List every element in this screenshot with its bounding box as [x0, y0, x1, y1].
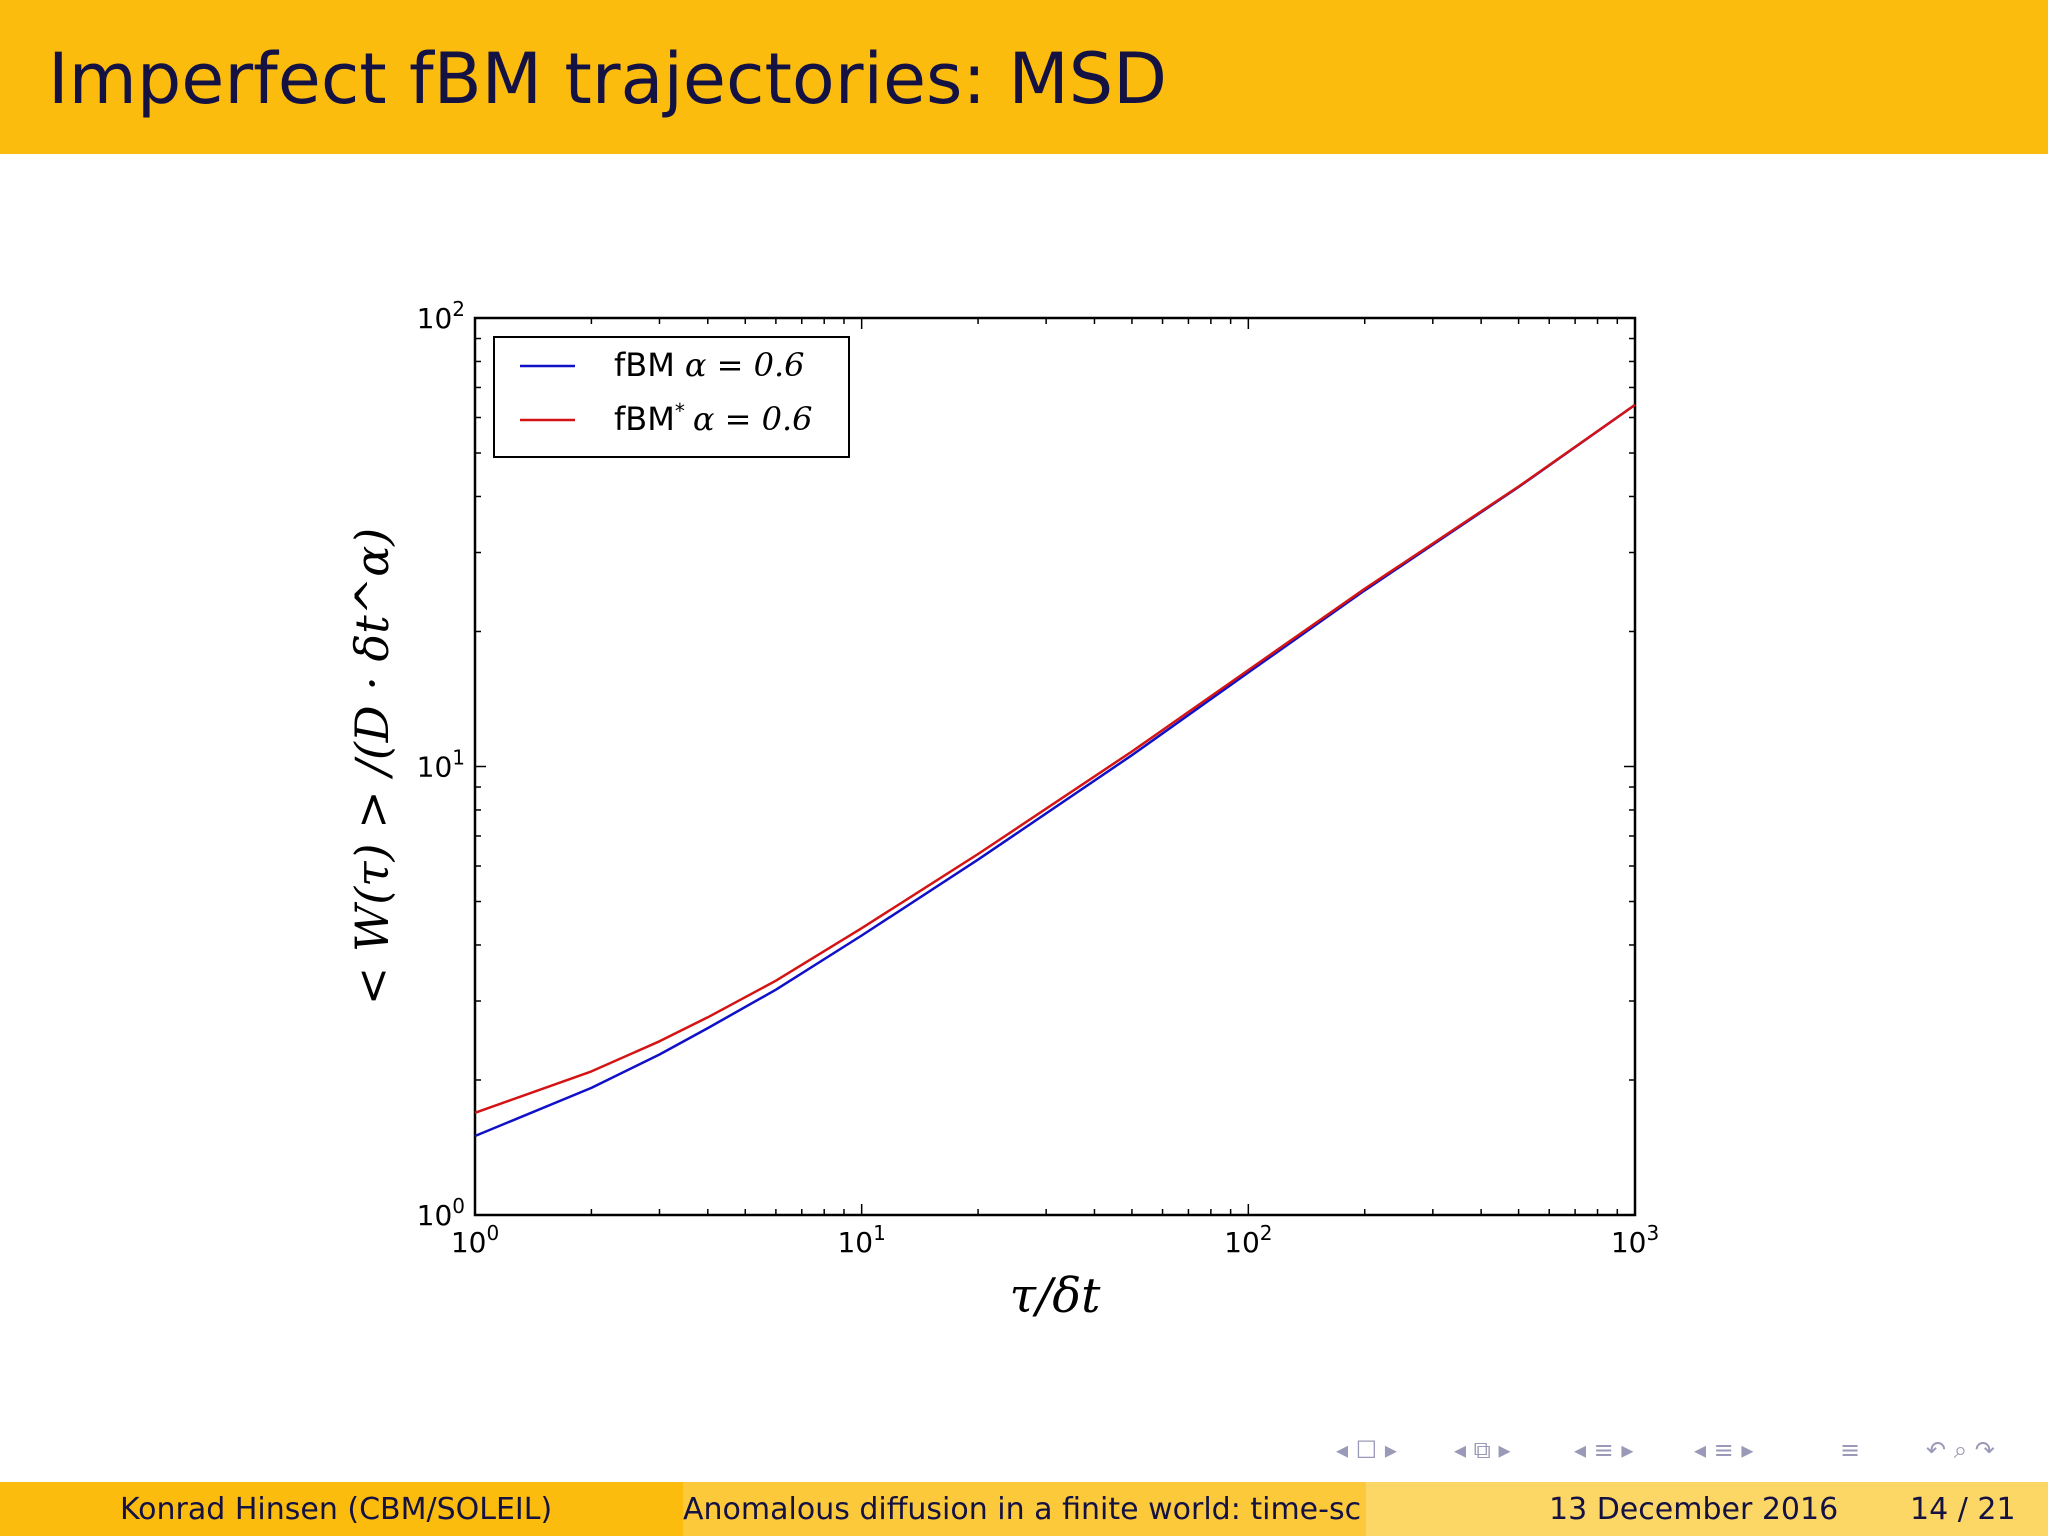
- title-bar: Imperfect fBM trajectories: MSD: [0, 0, 2048, 154]
- x-tick-label: 102: [1224, 1221, 1272, 1259]
- footer-author: Konrad Hinsen (CBM/SOLEIL): [120, 1492, 553, 1527]
- nav-section-icon[interactable]: ◂ ≡ ▸: [1694, 1436, 1754, 1464]
- footer-talk-title: Anomalous diffusion in a finite world: t…: [683, 1492, 1362, 1527]
- nav-prev-frame-icon[interactable]: ◂ ☐ ▸: [1336, 1436, 1397, 1464]
- x-tick-label: 103: [1611, 1221, 1659, 1259]
- legend-box: [493, 336, 850, 458]
- y-axis-label: < W(τ) > /(D · δt^α): [345, 528, 399, 1006]
- nav-search-icon[interactable]: ↶ ⌕ ↷: [1926, 1436, 1995, 1464]
- footer-page-number: 14 / 21: [1910, 1492, 2016, 1527]
- nav-prev-slide-icon[interactable]: ◂ ⧉ ▸: [1454, 1436, 1511, 1464]
- legend-label: fBM* α = 0.6: [614, 399, 812, 438]
- y-tick-label: 102: [417, 297, 465, 335]
- nav-subsection-icon[interactable]: ◂ ≡ ▸: [1574, 1436, 1634, 1464]
- plot-frame: [473, 316, 1637, 1217]
- navigation-bar: ◂ ☐ ▸ ◂ ⧉ ▸ ◂ ≡ ▸ ◂ ≡ ▸ ≡ ↶ ⌕ ↷: [1330, 1436, 2030, 1466]
- y-tick-label: 101: [417, 746, 465, 784]
- x-tick-label: 100: [451, 1221, 499, 1259]
- footer: Konrad Hinsen (CBM/SOLEIL) Anomalous dif…: [0, 1482, 2048, 1536]
- footer-date: 13 December 2016: [1549, 1492, 1839, 1527]
- legend-label: fBM α = 0.6: [614, 346, 804, 384]
- series-line-fbm-star: [474, 403, 1636, 1114]
- x-axis-label: τ/δt: [1010, 1268, 1102, 1324]
- footer-title-segment: Anomalous diffusion in a finite world: t…: [683, 1482, 1366, 1536]
- slide-title: Imperfect fBM trajectories: MSD: [48, 38, 1168, 120]
- footer-author-segment: Konrad Hinsen (CBM/SOLEIL): [0, 1482, 683, 1536]
- nav-doc-icon[interactable]: ≡: [1840, 1436, 1861, 1464]
- x-tick-label: 101: [837, 1221, 885, 1259]
- y-tick-label: 100: [417, 1194, 465, 1232]
- footer-date-segment: 13 December 2016 14 / 21: [1366, 1482, 2048, 1536]
